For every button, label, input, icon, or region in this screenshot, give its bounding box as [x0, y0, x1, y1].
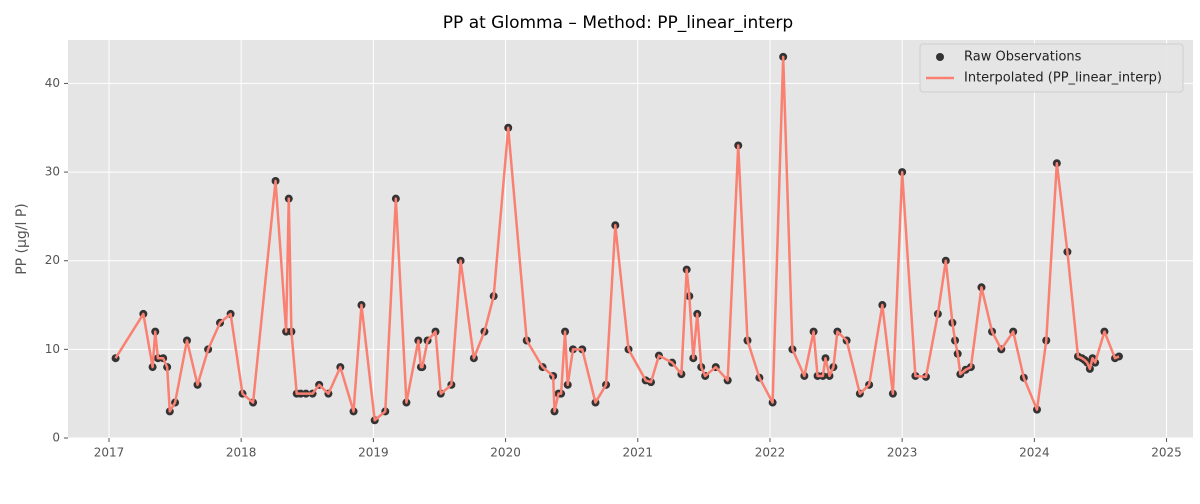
x-tick-label: 2022	[755, 446, 786, 460]
y-tick-label: 20	[45, 253, 60, 267]
x-tick-label: 2024	[1019, 446, 1050, 460]
x-tick-label: 2018	[226, 446, 257, 460]
x-tick-label: 2020	[490, 446, 521, 460]
legend-box	[919, 43, 1184, 93]
data-line	[114, 55, 1120, 422]
x-tick-label: 2025	[1151, 446, 1182, 460]
x-tick-label: 2023	[887, 446, 918, 460]
y-tick-label: 30	[45, 165, 60, 179]
y-tick-label: 0	[52, 431, 60, 445]
x-tick-label: 2017	[94, 446, 125, 460]
chart-title: PP at Glomma – Method: PP_linear_interp	[443, 13, 793, 33]
y-tick-label: 40	[45, 76, 60, 90]
legend-marker	[936, 53, 944, 61]
x-tick-label: 2019	[358, 446, 389, 460]
y-tick-label: 10	[45, 342, 60, 356]
legend: Raw Observations Interpolated (PP_linear_…	[919, 43, 1184, 93]
y-axis-label: PP (μg/l P)	[14, 203, 30, 275]
legend-label: Raw Observations	[964, 50, 1082, 65]
x-tick-label: 2021	[622, 446, 653, 460]
legend-label: Interpolated (PP_linear_interp)	[964, 71, 1162, 86]
